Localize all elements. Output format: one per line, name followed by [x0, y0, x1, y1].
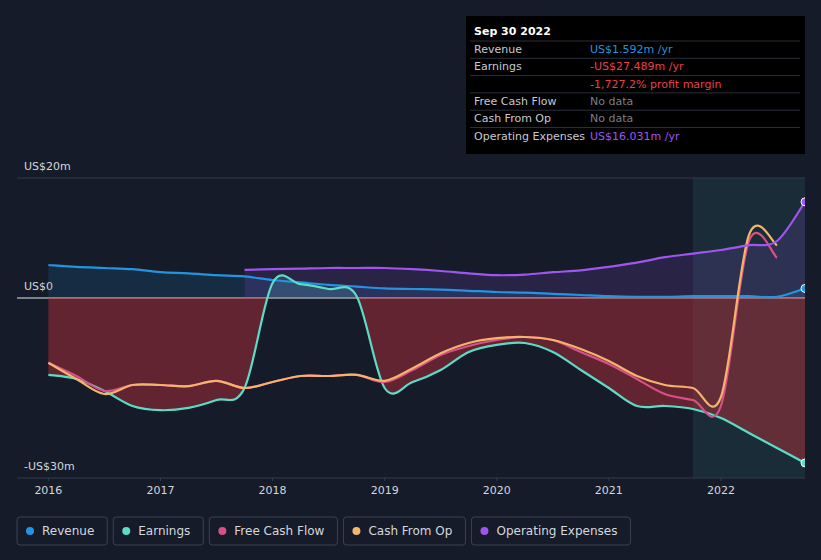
x-tick-label: 2022	[707, 484, 735, 497]
x-tick	[48, 478, 49, 481]
legend-item: Operating Expenses	[471, 517, 630, 545]
legend-item: Cash From Op	[343, 517, 465, 545]
x-tick	[160, 478, 161, 481]
x-tick	[608, 478, 609, 481]
legend-swatch	[26, 527, 34, 535]
legend-label: Free Cash Flow	[234, 524, 324, 538]
tooltip-label: Free Cash Flow	[474, 95, 557, 108]
x-tick-label: 2018	[259, 484, 287, 497]
x-tick	[272, 478, 273, 481]
legend-swatch	[122, 527, 130, 535]
legend-swatch	[480, 527, 488, 535]
series-line	[245, 202, 805, 275]
plot-area	[48, 198, 805, 467]
earnings-area-negative	[48, 298, 805, 463]
tooltip-value: -1,727.2% profit margin	[590, 78, 721, 91]
x-tick-label: 2017	[146, 484, 174, 497]
tooltip: Sep 30 2022 Revenue US$1.592m /yr Earnings -…	[466, 16, 805, 154]
tooltip-separator	[470, 75, 800, 76]
tooltip-separator	[470, 92, 800, 93]
x-tick-label: 2019	[371, 484, 399, 497]
tooltip-separator	[470, 58, 800, 59]
y-tick-label: US$20m	[24, 160, 71, 173]
tooltip-value: US$16.031m /yr	[590, 130, 680, 143]
x-tick-label: 2020	[483, 484, 511, 497]
tooltip-separator	[470, 41, 800, 42]
x-tick	[720, 478, 721, 481]
end-marker	[801, 198, 805, 206]
tooltip-value: US$1.592m /yr	[590, 43, 673, 56]
x-tick-label: 2021	[595, 484, 623, 497]
tooltip-separator	[470, 110, 800, 111]
tooltip-label: Earnings	[474, 60, 522, 73]
legend-label: Cash From Op	[368, 524, 452, 538]
chart: US$20mUS$0-US$30m20162017201820192020202…	[0, 0, 821, 560]
series-line	[48, 226, 777, 407]
legend-box	[343, 517, 465, 545]
grid-line	[17, 178, 805, 179]
legend-item: Free Cash Flow	[209, 517, 337, 545]
y-tick-label: -US$30m	[24, 460, 75, 473]
x-tick	[496, 478, 497, 481]
tooltip-separator	[470, 127, 800, 128]
legend-label: Operating Expenses	[496, 524, 617, 538]
x-tick-label: 2016	[34, 484, 62, 497]
end-marker	[801, 284, 805, 292]
series-area	[245, 202, 805, 298]
legend-item: Earnings	[113, 517, 203, 545]
tooltip-value: No data	[590, 112, 633, 125]
tooltip-value: -US$27.489m /yr	[590, 60, 684, 73]
tooltip-value: No data	[590, 95, 633, 108]
legend-box	[113, 517, 203, 545]
tooltip-box	[466, 16, 805, 154]
tooltip-label: Cash From Op	[474, 112, 551, 125]
legend-box	[17, 517, 107, 545]
grid-line	[17, 478, 805, 479]
end-marker	[801, 459, 805, 467]
series-line	[48, 275, 805, 463]
tooltip-label: Revenue	[474, 43, 522, 56]
legend-box	[209, 517, 337, 545]
legend-box	[471, 517, 630, 545]
legend-swatch	[218, 527, 226, 535]
x-tick	[384, 478, 385, 481]
series-line	[48, 233, 777, 417]
legend-swatch	[352, 527, 360, 535]
legend-label: Revenue	[42, 524, 94, 538]
legend-item: Revenue	[17, 517, 107, 545]
background	[0, 0, 821, 560]
tooltip-label: Operating Expenses	[474, 130, 585, 143]
legend-label: Earnings	[138, 524, 190, 538]
tooltip-title: Sep 30 2022	[474, 25, 551, 38]
